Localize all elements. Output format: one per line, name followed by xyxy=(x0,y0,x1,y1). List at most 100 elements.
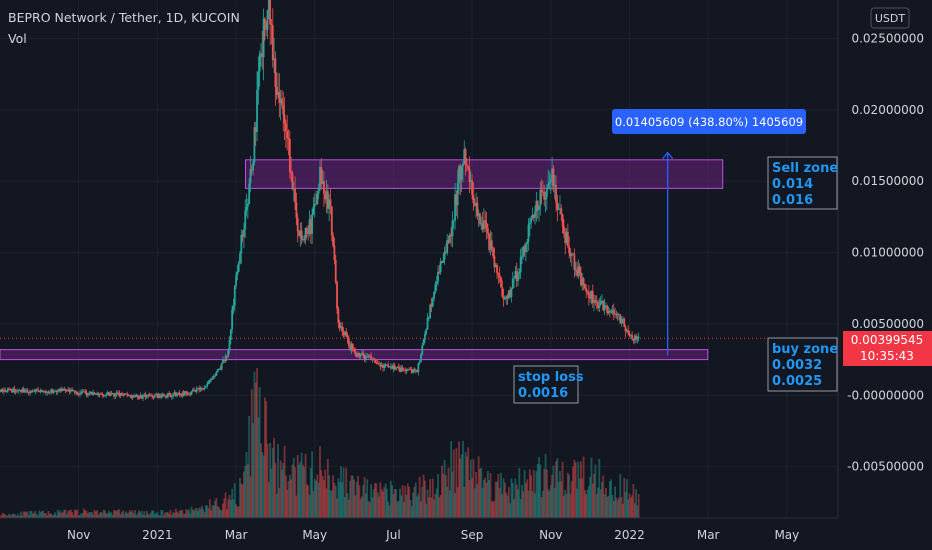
stop-loss-note[interactable]: stop loss 0.0016 xyxy=(513,365,584,404)
candle-body xyxy=(341,326,344,332)
candle-body xyxy=(80,392,83,393)
volume-bar xyxy=(187,509,190,518)
candle-body xyxy=(119,393,122,397)
volume-bar xyxy=(84,510,87,518)
volume-bar xyxy=(444,475,447,518)
candle-body xyxy=(13,388,16,393)
candle-body xyxy=(393,365,396,370)
candle-body xyxy=(157,394,160,398)
volume-bar xyxy=(556,458,559,518)
candle-body xyxy=(8,388,11,390)
candle-body xyxy=(340,326,342,329)
candle-body xyxy=(316,193,319,205)
sell-zone-note[interactable]: Sell zone 0.014 0.016 xyxy=(767,156,838,210)
volume-bar xyxy=(16,516,18,518)
candle-body xyxy=(582,278,585,285)
time-tick-label: May xyxy=(302,528,327,542)
volume-bar xyxy=(110,512,113,518)
volume-bar xyxy=(593,473,595,518)
volume-bar xyxy=(52,514,55,518)
candle-body xyxy=(418,361,421,364)
candle-body xyxy=(250,169,253,171)
candle-body xyxy=(246,203,249,207)
candle-body xyxy=(515,271,518,281)
candle-body xyxy=(437,271,439,282)
volume-bar xyxy=(483,480,485,518)
volume-bar xyxy=(13,514,16,518)
volume-bar xyxy=(37,515,39,518)
candle-body xyxy=(545,188,548,198)
candle-body xyxy=(578,266,581,273)
volume-bar xyxy=(590,457,593,518)
volume-bar xyxy=(105,513,108,518)
candle-body xyxy=(304,228,307,241)
volume-bar xyxy=(295,495,298,518)
candle-body xyxy=(536,200,539,211)
measure-tool[interactable] xyxy=(662,151,674,356)
candle-body xyxy=(561,214,564,227)
volume-bar xyxy=(286,489,289,518)
volume-bar xyxy=(106,513,109,518)
candle-body xyxy=(443,251,446,260)
candle-body xyxy=(89,391,92,394)
volume-bar xyxy=(236,506,239,518)
candles xyxy=(0,0,640,402)
volume-bar xyxy=(193,510,195,518)
volume-bar xyxy=(254,382,257,518)
volume-bar xyxy=(97,514,100,518)
volume-bar xyxy=(577,461,580,518)
volume-bar xyxy=(165,512,168,518)
volume-bar xyxy=(501,494,504,518)
volume-bar xyxy=(258,387,261,518)
volume-bar xyxy=(490,500,493,518)
candle-body xyxy=(329,199,332,207)
candle-body xyxy=(277,92,279,95)
candle-body xyxy=(337,308,340,323)
volume-bar xyxy=(148,514,151,518)
volume-bar xyxy=(152,510,155,518)
candle-body xyxy=(248,183,251,204)
buy-zone-note[interactable]: buy zone 0.0032 0.0025 xyxy=(767,337,838,392)
volume-bar xyxy=(264,397,266,518)
grid xyxy=(0,0,838,518)
volume-bar xyxy=(538,456,540,518)
zone-box[interactable] xyxy=(244,159,724,189)
candle-body xyxy=(459,166,462,180)
candle-body xyxy=(604,305,607,307)
volume-bar xyxy=(191,509,194,518)
measure-arrow-head xyxy=(662,151,674,160)
volume-bar xyxy=(253,371,256,518)
candle-body xyxy=(295,202,298,218)
candle-body xyxy=(185,391,188,394)
candle-body xyxy=(451,220,454,237)
volume-bar xyxy=(249,476,252,518)
currency-badge[interactable]: USDT xyxy=(870,7,910,29)
volume-bar xyxy=(486,470,489,518)
volume-bar xyxy=(101,512,104,518)
volume-bar xyxy=(342,467,345,518)
volume-bar xyxy=(100,511,102,518)
volume-bar xyxy=(207,508,210,518)
volume-bar xyxy=(631,495,634,518)
candle-body xyxy=(572,253,574,255)
volume-bar xyxy=(424,480,426,518)
candle-body xyxy=(88,393,91,395)
volume-bar xyxy=(570,481,573,518)
volume-bar xyxy=(77,515,80,518)
volume-bar xyxy=(383,487,386,518)
candle-body xyxy=(483,220,485,230)
candle-body xyxy=(618,314,620,316)
volume-bar xyxy=(505,492,508,518)
volume-bar xyxy=(197,510,199,518)
volume-bar xyxy=(573,459,576,518)
candle-body xyxy=(523,246,526,253)
measure-badge[interactable]: 0.01405609 (438.80%) 1405609 xyxy=(612,109,806,134)
volume-bar xyxy=(12,513,15,518)
volume-bar xyxy=(563,495,565,518)
current-price-badge: 0.00399545 10:35:43 xyxy=(843,331,932,366)
zones xyxy=(0,159,724,361)
candle-body xyxy=(281,98,283,106)
volume-bar xyxy=(378,496,380,518)
